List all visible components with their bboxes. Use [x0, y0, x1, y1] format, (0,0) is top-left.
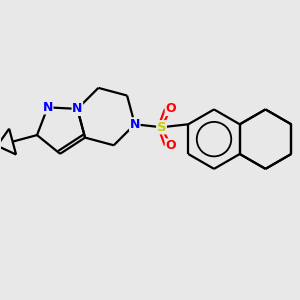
Text: O: O — [165, 103, 176, 116]
Text: N: N — [130, 118, 140, 131]
Text: N: N — [43, 101, 53, 114]
Text: S: S — [157, 121, 166, 134]
Text: O: O — [165, 139, 176, 152]
Text: N: N — [72, 102, 82, 116]
